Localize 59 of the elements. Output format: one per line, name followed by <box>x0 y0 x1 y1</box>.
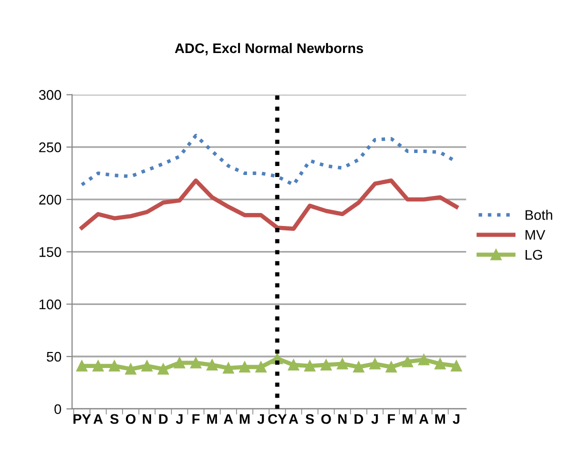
point <box>255 361 267 373</box>
legend-label: LG <box>526 250 542 260</box>
x-tick-label: N <box>142 414 152 424</box>
y-tick-label: 150 <box>40 247 62 257</box>
point <box>402 356 414 368</box>
legend-label: Both <box>526 210 552 220</box>
point <box>206 359 218 370</box>
y-tick-label: 200 <box>39 194 62 205</box>
point <box>239 361 250 373</box>
point <box>174 357 186 368</box>
x-tick-label: A <box>419 414 428 424</box>
x-tick-label: J <box>257 414 264 424</box>
x-tick-label: F <box>388 414 395 424</box>
point <box>418 354 430 366</box>
x-tick-label: M <box>402 414 412 424</box>
x-tick-label: M <box>435 414 445 424</box>
point <box>369 358 381 370</box>
y-tick-label: 250 <box>39 142 62 152</box>
point <box>141 360 153 372</box>
point <box>125 364 136 375</box>
point <box>336 358 348 370</box>
x-tick-label: J <box>371 414 378 424</box>
point <box>288 359 300 370</box>
x-tick-label: F <box>192 414 200 424</box>
x-tick-label: CY <box>268 414 287 424</box>
x-tick-label: A <box>288 414 298 424</box>
x-tick-label: A <box>93 414 103 424</box>
x-tick-label: N <box>338 414 346 424</box>
point <box>320 359 332 370</box>
x-tick-label: PY <box>74 414 91 424</box>
line-series <box>80 178 458 231</box>
y-tick-label: 0 <box>54 404 62 414</box>
point <box>222 362 234 374</box>
legend-label: MV <box>526 230 546 240</box>
x-tick-label: M <box>240 414 250 424</box>
x-tick-label: J <box>452 414 460 424</box>
y-tick-label: 300 <box>39 90 62 100</box>
x-tick-label: D <box>354 414 364 424</box>
y-tick-label: 50 <box>46 352 62 362</box>
x-tick-label: D <box>159 414 168 424</box>
point <box>353 361 364 373</box>
point <box>386 361 397 373</box>
point <box>434 358 446 370</box>
point <box>190 357 202 368</box>
point <box>108 360 120 372</box>
x-tick-label: S <box>306 414 314 424</box>
x-tick-label: J <box>176 414 182 424</box>
x-tick-label: O <box>126 414 136 424</box>
point <box>76 360 88 372</box>
x-tick-label: O <box>321 414 331 424</box>
x-tick-label: M <box>207 414 217 424</box>
x-tick-label: A <box>224 414 234 424</box>
point <box>304 360 316 372</box>
chart-title: ADC, Excl Normal Newborns <box>174 42 364 56</box>
point <box>92 360 104 372</box>
point <box>158 364 169 375</box>
y-tick-label: 100 <box>40 299 62 310</box>
point <box>450 360 462 372</box>
x-tick-label: S <box>110 414 118 424</box>
